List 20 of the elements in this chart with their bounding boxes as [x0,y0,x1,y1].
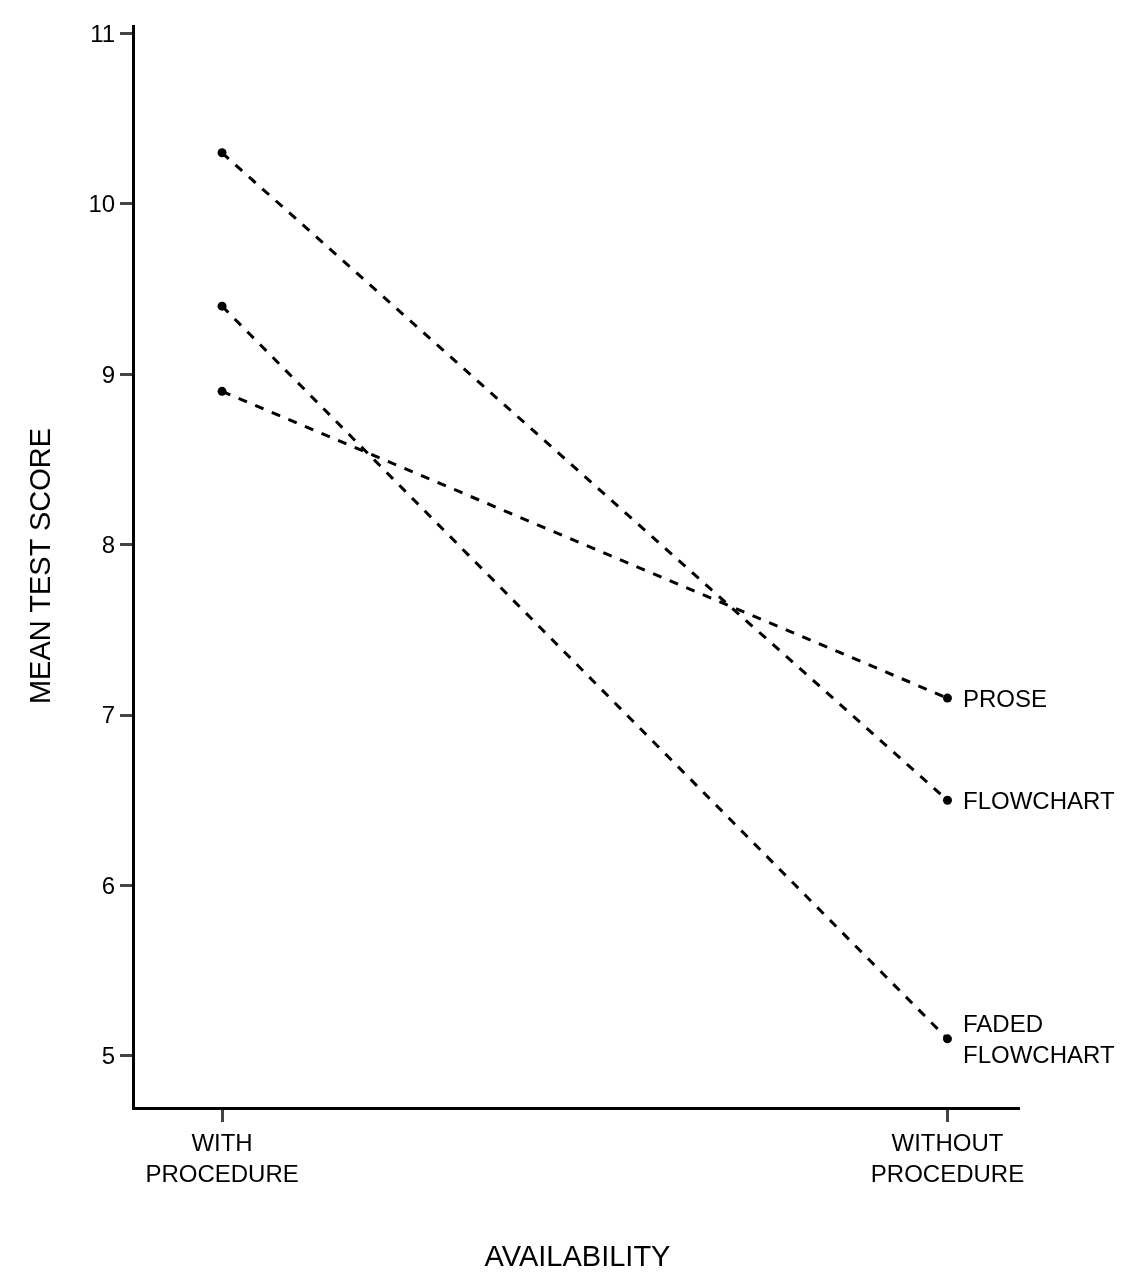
series-label: FLOWCHART [963,787,1115,814]
y-tick-label: 6 [101,871,116,899]
point [217,301,227,311]
point [942,795,952,805]
point [217,148,227,158]
y-tick-label: 9 [101,360,116,388]
y-tick-label: 8 [101,531,116,559]
x-tick-label: WITHOUT PROCEDURE [870,1128,1025,1187]
series-label: FADED FLOWCHART [963,1010,1115,1069]
y-tick-label: 7 [101,701,116,729]
point [942,1034,952,1044]
y-tick-label: 5 [101,1042,116,1070]
x-axis-title: AVAILABILITY [484,1239,671,1272]
series-label: PROSE [963,685,1048,712]
y-tick-label: 11 [90,19,116,47]
point [217,386,227,396]
x-tick-label: WITH PROCEDURE [145,1128,299,1187]
y-axis-title: MEAN TEST SCORE [23,427,56,705]
point [942,693,952,703]
y-tick-label: 10 [88,190,116,218]
